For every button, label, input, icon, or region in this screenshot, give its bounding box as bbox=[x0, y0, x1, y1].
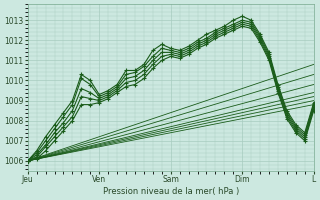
X-axis label: Pression niveau de la mer( hPa ): Pression niveau de la mer( hPa ) bbox=[103, 187, 239, 196]
